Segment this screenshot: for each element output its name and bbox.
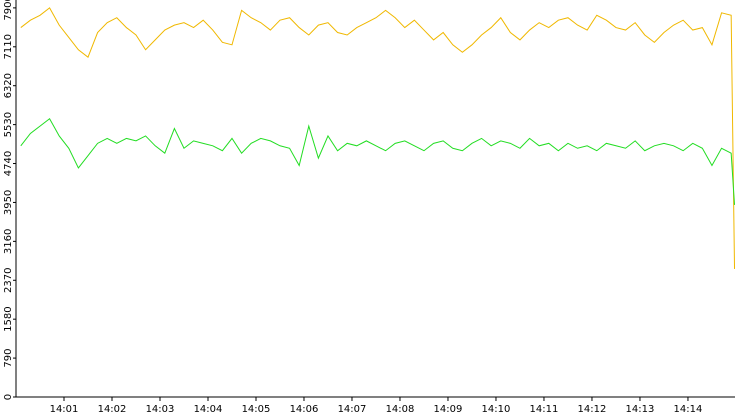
x-tick-label: 14:13: [626, 404, 655, 415]
y-tick-label: 3950: [3, 190, 14, 215]
series-line: [20, 7, 735, 269]
y-tick-label: 4740: [3, 151, 14, 176]
x-tick-label: 14:09: [434, 404, 463, 415]
y-tick-label: 7110: [3, 34, 14, 59]
y-tick-label: 7900: [3, 0, 14, 21]
x-tick-label: 14:07: [338, 404, 367, 415]
y-tick-label: 2370: [3, 268, 14, 293]
y-tick-label: 3160: [3, 229, 14, 254]
x-tick-label: 14:06: [290, 404, 319, 415]
y-tick-label: 1580: [3, 306, 14, 331]
x-tick-label: 14:10: [482, 404, 511, 415]
y-tick-label: 790: [3, 349, 14, 368]
x-tick-label: 14:01: [50, 404, 79, 415]
y-tick-label: 6320: [3, 73, 14, 98]
x-tick-label: 14:02: [98, 404, 127, 415]
x-tick-label: 14:05: [242, 404, 271, 415]
y-tick-label: 0: [3, 394, 14, 400]
x-tick-label: 14:11: [530, 404, 559, 415]
x-tick-label: 14:03: [146, 404, 175, 415]
x-tick-label: 14:08: [386, 404, 415, 415]
x-tick-label: 14:04: [194, 404, 223, 415]
y-tick-label: 5530: [3, 112, 14, 137]
series-line: [20, 117, 735, 205]
x-tick-label: 14:14: [674, 404, 703, 415]
x-tick-label: 14:12: [578, 404, 607, 415]
